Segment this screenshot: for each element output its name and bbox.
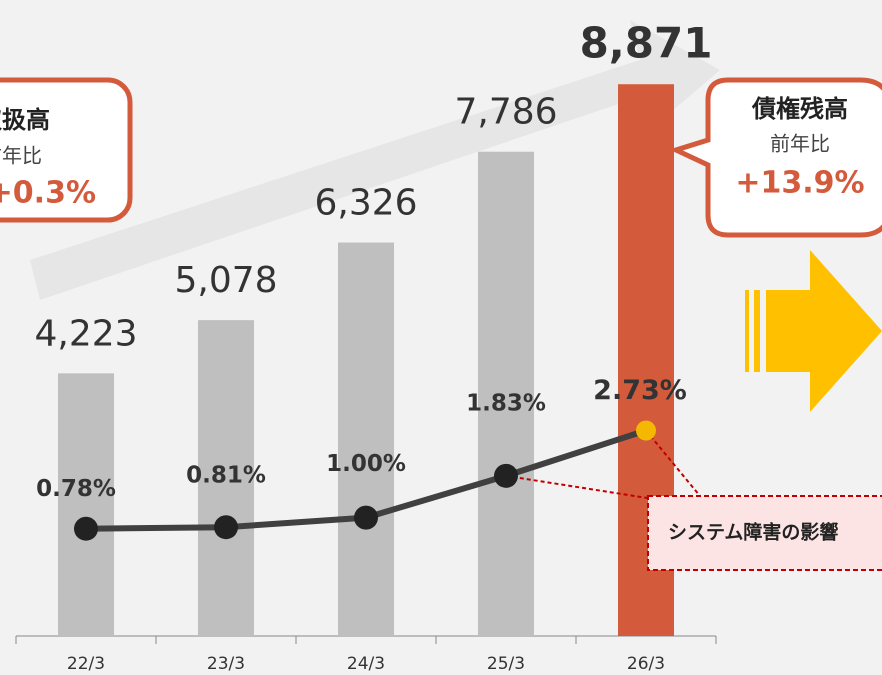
leader xyxy=(645,429,701,497)
callout-value: +0.3% xyxy=(0,176,96,211)
note-box xyxy=(647,495,882,571)
bar-value-label: 7,786 xyxy=(454,92,557,133)
arrow-stripe xyxy=(745,290,749,372)
yellow-arrow xyxy=(745,250,882,412)
line-point xyxy=(636,420,656,441)
callout-title: 債権残高 xyxy=(751,95,848,123)
bar-value-label: 6,326 xyxy=(314,183,417,224)
line-point xyxy=(214,515,238,540)
callout-value: +13.9% xyxy=(735,166,864,201)
note-text: システム障害の影響 xyxy=(668,521,838,544)
line-value-label: 1.00% xyxy=(326,451,406,477)
callout-title: 取扱高 xyxy=(0,106,50,134)
bar xyxy=(338,242,394,636)
bar-value-label: 8,871 xyxy=(580,19,713,68)
callout-box xyxy=(0,77,133,223)
left-callout: 取扱高 前年比 +0.3% xyxy=(0,77,133,223)
x-tick-label: 23/3 xyxy=(207,654,245,674)
line-value-label: 2.73% xyxy=(593,375,687,406)
x-tick-label: 26/3 xyxy=(627,654,665,674)
line-point xyxy=(494,463,518,488)
bar-value-label: 5,078 xyxy=(174,260,277,301)
x-tick-label: 24/3 xyxy=(347,654,385,674)
bar-value-label: 4,223 xyxy=(34,313,137,354)
x-tick-label: 22/3 xyxy=(67,654,105,674)
callout-sub: 前年比 xyxy=(0,144,42,168)
callout-sub: 前年比 xyxy=(770,132,830,156)
leader xyxy=(505,474,661,501)
line-point xyxy=(74,516,98,541)
line-value-label: 1.83% xyxy=(466,390,546,416)
line-point xyxy=(354,505,378,530)
bar xyxy=(58,373,114,636)
x-tick-label: 25/3 xyxy=(487,654,525,674)
background-arrow xyxy=(30,20,720,300)
arrow-stripe xyxy=(754,290,760,372)
line-value-label: 0.81% xyxy=(186,463,266,489)
callout-box xyxy=(669,77,882,238)
arrow-body xyxy=(766,250,882,412)
right-callout: 債権残高 前年比 +13.9% xyxy=(669,77,882,238)
line-value-label: 0.78% xyxy=(36,476,116,502)
bar xyxy=(478,151,534,636)
bar xyxy=(198,320,254,636)
